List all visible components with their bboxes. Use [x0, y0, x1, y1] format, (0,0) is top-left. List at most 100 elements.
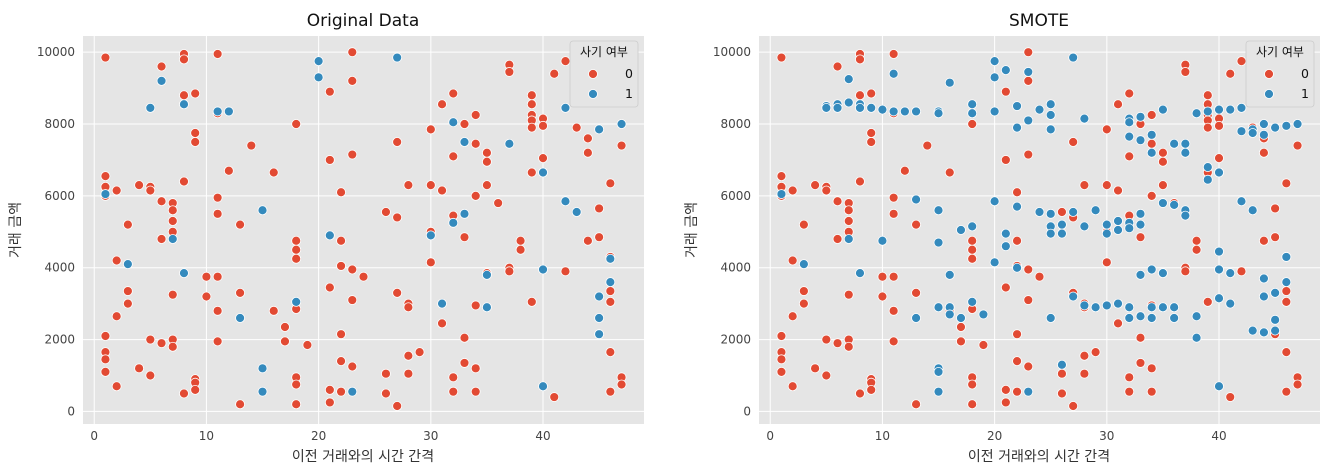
- data-point-class-0: [1259, 235, 1269, 246]
- data-point-class-0: [877, 271, 888, 282]
- x-tick-label: 30: [1099, 429, 1114, 443]
- data-point-class-1: [843, 234, 854, 244]
- data-point-class-0: [100, 367, 111, 377]
- data-point-class-0: [821, 185, 832, 196]
- legend-title: 사기 여부: [580, 45, 628, 59]
- data-point-class-0: [1292, 140, 1303, 151]
- data-point-class-0: [967, 235, 978, 246]
- data-point-class-0: [470, 138, 481, 149]
- data-point-class-0: [437, 185, 447, 196]
- data-point-class-1: [989, 106, 1000, 117]
- y-tick-label: 0: [743, 404, 751, 418]
- data-point-class-0: [605, 386, 616, 397]
- plot-background: [83, 36, 644, 424]
- data-point-class-0: [459, 358, 470, 368]
- data-point-class-0: [1292, 379, 1303, 390]
- data-point-class-1: [459, 137, 470, 147]
- data-point-class-0: [1079, 368, 1090, 379]
- data-point-class-0: [776, 52, 787, 63]
- data-point-class-0: [347, 264, 358, 275]
- data-point-class-1: [594, 124, 605, 135]
- data-point-class-1: [866, 102, 877, 113]
- data-point-class-0: [156, 338, 167, 349]
- data-point-class-0: [616, 140, 627, 151]
- data-point-class-0: [1225, 68, 1236, 79]
- data-point-class-0: [776, 331, 787, 341]
- data-point-class-1: [100, 189, 111, 199]
- data-point-class-1: [888, 68, 899, 79]
- x-tick-labels: 0 10 20 30 40: [90, 429, 550, 443]
- data-point-class-1: [1135, 219, 1146, 230]
- data-point-class-1: [877, 104, 888, 115]
- data-point-class-1: [944, 270, 955, 280]
- data-point-class-0: [605, 178, 616, 189]
- data-point-class-0: [347, 47, 358, 58]
- data-point-class-0: [616, 379, 627, 390]
- data-point-class-1: [1023, 115, 1034, 126]
- data-point-class-1: [855, 268, 865, 279]
- data-point-class-0: [560, 266, 571, 277]
- data-point-class-1: [1146, 264, 1157, 275]
- data-point-class-0: [448, 88, 459, 99]
- data-point-class-0: [967, 399, 978, 410]
- x-tick-label: 10: [199, 429, 214, 443]
- data-point-class-1: [1225, 268, 1236, 279]
- data-point-class-0: [810, 363, 820, 374]
- data-point-class-0: [156, 196, 167, 207]
- data-point-class-0: [1270, 232, 1281, 243]
- data-point-class-1: [1214, 104, 1224, 115]
- data-point-class-0: [212, 192, 223, 203]
- data-point-class-1: [967, 108, 978, 119]
- data-point-class-0: [1202, 90, 1213, 101]
- data-point-class-1: [1169, 313, 1180, 323]
- data-point-class-0: [100, 52, 111, 63]
- legend-marker-0: [588, 69, 598, 79]
- data-point-class-0: [832, 234, 843, 244]
- data-point-class-0: [877, 291, 888, 302]
- data-point-class-0: [122, 298, 133, 309]
- data-point-class-0: [302, 340, 313, 350]
- data-point-class-0: [888, 49, 899, 59]
- data-point-class-0: [201, 271, 212, 282]
- legend-title: 사기 여부: [1256, 45, 1304, 59]
- data-point-class-1: [1135, 270, 1146, 280]
- data-point-class-0: [1000, 282, 1011, 293]
- data-point-class-0: [212, 305, 223, 316]
- data-point-class-1: [1045, 124, 1056, 135]
- data-point-class-1: [605, 277, 616, 287]
- data-point-class-0: [1012, 235, 1022, 246]
- data-point-class-1: [843, 74, 854, 85]
- data-point-class-0: [347, 76, 358, 86]
- data-point-class-0: [167, 341, 178, 352]
- data-point-class-1: [324, 230, 335, 241]
- data-point-class-1: [933, 302, 944, 313]
- data-point-class-0: [448, 151, 459, 162]
- data-point-class-0: [843, 216, 854, 226]
- data-point-class-0: [776, 354, 787, 365]
- data-point-class-0: [347, 295, 358, 305]
- data-point-class-0: [944, 167, 955, 178]
- data-point-class-0: [1158, 180, 1168, 190]
- data-point-class-1: [1012, 122, 1022, 133]
- data-point-class-0: [855, 388, 865, 399]
- data-point-class-0: [978, 340, 989, 350]
- data-point-class-0: [1270, 203, 1281, 214]
- data-point-class-0: [538, 120, 548, 131]
- data-point-class-0: [448, 386, 459, 397]
- data-point-class-1: [1225, 298, 1236, 309]
- data-point-class-1: [605, 253, 616, 264]
- data-point-class-0: [291, 379, 302, 390]
- data-point-class-1: [933, 205, 944, 216]
- data-point-class-0: [280, 322, 290, 332]
- data-point-class-0: [504, 266, 515, 277]
- data-point-class-1: [855, 102, 865, 113]
- data-point-class-1: [911, 106, 921, 117]
- data-point-class-1: [1191, 108, 1202, 119]
- data-point-class-0: [381, 368, 391, 379]
- data-point-class-0: [470, 363, 481, 374]
- data-point-class-0: [1191, 244, 1202, 255]
- data-point-class-1: [1281, 120, 1292, 131]
- data-point-class-1: [156, 76, 167, 86]
- data-point-class-1: [538, 167, 548, 178]
